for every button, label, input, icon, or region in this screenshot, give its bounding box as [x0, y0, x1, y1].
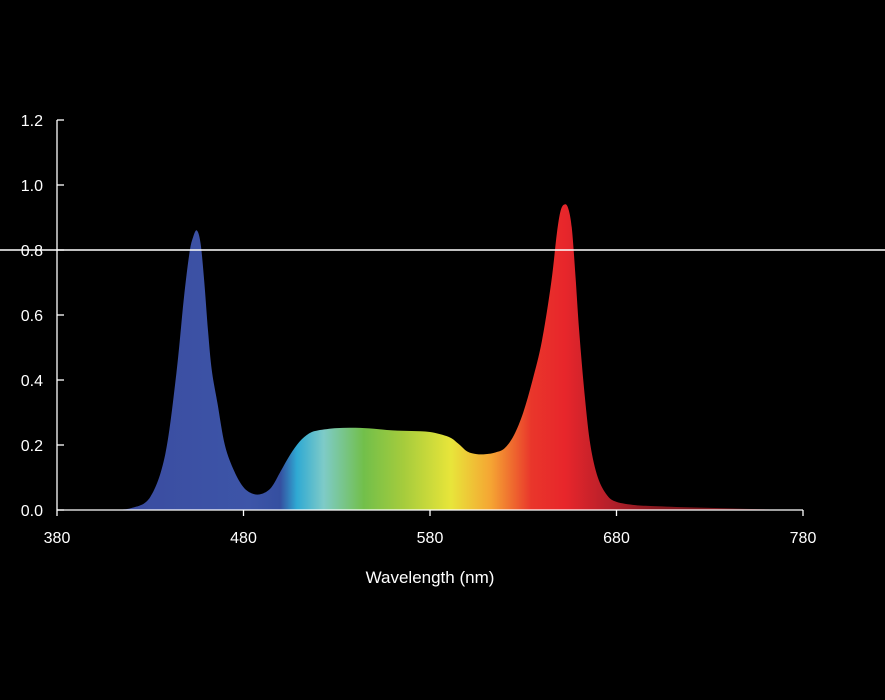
spectrum-area [112, 204, 803, 511]
y-tick-label: 0.0 [21, 503, 43, 520]
y-tick-label: 0.4 [21, 373, 43, 390]
y-tick-label: 1.2 [21, 113, 43, 130]
x-tick-label: 480 [230, 530, 257, 547]
x-axis-title: Wavelength (nm) [366, 568, 495, 587]
x-tick-label: 580 [417, 530, 444, 547]
y-tick-label: 0.6 [21, 308, 43, 325]
y-tick-label: 0.2 [21, 438, 43, 455]
y-tick-label: 1.0 [21, 178, 43, 195]
y-tick-label: 0.8 [21, 243, 43, 260]
x-tick-label: 680 [603, 530, 630, 547]
x-tick-label: 380 [44, 530, 71, 547]
x-tick-label: 780 [790, 530, 817, 547]
